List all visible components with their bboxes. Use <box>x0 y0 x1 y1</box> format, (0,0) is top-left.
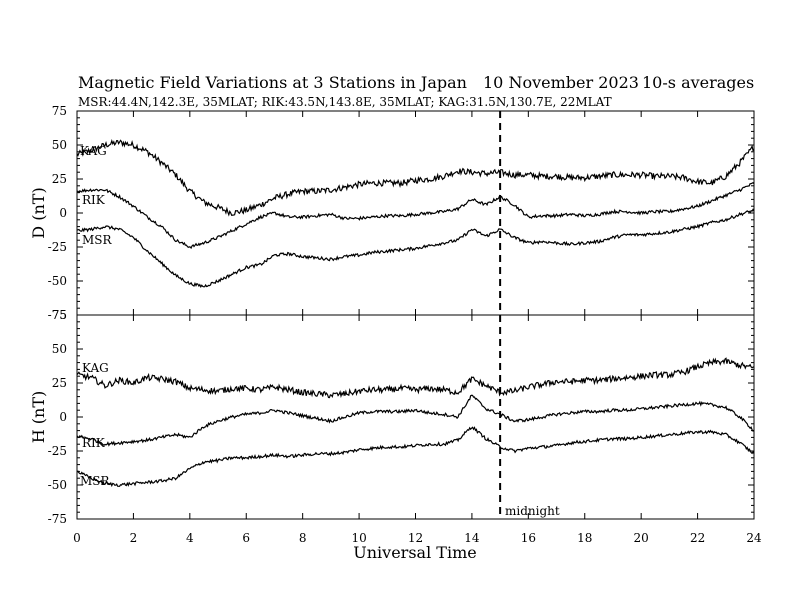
stations-info: MSR:44.4N,142.3E, 35MLAT; RIK:43.5N,143.… <box>78 95 612 109</box>
x-axis-label: Universal Time <box>353 543 476 562</box>
x-tick-label: 14 <box>464 531 480 545</box>
h-y-tick-label: 0 <box>59 410 67 424</box>
d-series-rik <box>76 181 755 250</box>
x-tick-label: 8 <box>299 531 307 545</box>
chart-date: 10 November 2023 <box>483 73 639 92</box>
d-series-kag <box>76 139 755 217</box>
h-series-label-kag: KAG <box>82 361 109 375</box>
x-tick-label: 20 <box>634 531 649 545</box>
d-panel-frame <box>76 110 755 316</box>
h-y-tick-label: -75 <box>48 512 67 526</box>
d-y-tick-label: -25 <box>48 240 67 254</box>
d-y-tick-label: -50 <box>48 274 67 288</box>
h-series-kag <box>76 357 755 399</box>
h-y-tick-label: 50 <box>52 342 67 356</box>
d-series-label-kag: KAG <box>80 144 107 158</box>
h-panel-frame <box>76 314 755 520</box>
d-y-tick-label: 25 <box>52 172 67 186</box>
x-tick-label: 18 <box>577 531 592 545</box>
x-axis: 0 2 4 6 8 10 12 14 16 18 20 22 24 <box>73 531 762 545</box>
x-tick-label: 0 <box>73 531 81 545</box>
h-series-rik <box>76 394 755 447</box>
d-y-tick-label: -75 <box>48 308 67 322</box>
x-tick-label: 12 <box>408 531 423 545</box>
x-tick-label: 22 <box>690 531 705 545</box>
d-y-tick-label: 75 <box>52 104 67 118</box>
h-y-tick-label: 75 <box>52 308 67 322</box>
d-component-panel: 75 50 25 0 -25 -50 -75 D (nT) KAG RIK MSR <box>29 104 755 322</box>
d-y-axis-label: D (nT) <box>29 187 48 238</box>
x-tick-label: 2 <box>130 531 138 545</box>
h-y-tick-label: 25 <box>52 376 67 390</box>
h-series-label-rik: RIK <box>82 436 106 450</box>
averaging-label: 10-s averages <box>642 73 754 92</box>
h-y-tick-label: -50 <box>48 478 67 492</box>
chart-title: Magnetic Field Variations at 3 Stations … <box>78 73 467 92</box>
midnight-label: midnight <box>505 504 560 518</box>
x-tick-label: 24 <box>746 531 762 545</box>
h-y-axis-label: H (nT) <box>29 391 48 444</box>
h-series-msr <box>76 426 755 488</box>
d-series-label-msr: MSR <box>82 233 113 247</box>
x-tick-label: 10 <box>351 531 366 545</box>
d-series-label-rik: RIK <box>82 193 106 207</box>
h-y-tick-label: -25 <box>48 444 67 458</box>
x-tick-label: 16 <box>521 531 536 545</box>
h-component-panel: 75 50 25 0 -25 -50 -75 H (nT) KAG RIK MSR <box>29 308 755 526</box>
d-y-tick-label: 50 <box>52 138 67 152</box>
d-y-tick-label: 0 <box>59 206 67 220</box>
h-series-label-msr: MSR <box>80 474 111 488</box>
x-tick-label: 4 <box>186 531 194 545</box>
d-series-msr <box>76 208 755 289</box>
x-tick-label: 6 <box>242 531 250 545</box>
